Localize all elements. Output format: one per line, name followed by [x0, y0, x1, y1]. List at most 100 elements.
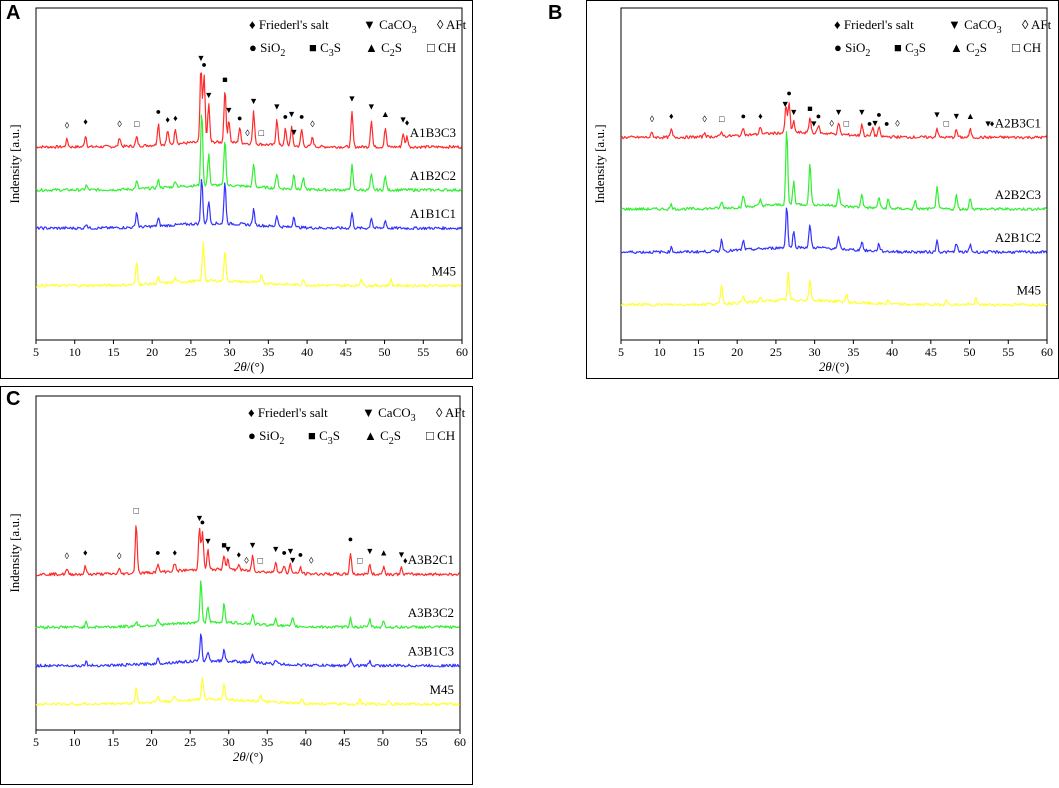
series-line-a3b1c3	[35, 633, 460, 668]
phase-marker: ▼	[984, 119, 993, 129]
series-label: A1B1C1	[410, 206, 456, 221]
panel-b: 5 10 15 20 25 30 35 40 45 50 55 60 2θ/(°) Indensity […	[586, 0, 1059, 379]
phase-marker: ▼	[399, 114, 408, 124]
legend-entry: ◊ AFt	[1022, 17, 1052, 32]
phase-marker: ●	[786, 88, 791, 98]
phase-marker: ▼	[286, 546, 295, 556]
phase-marker: ▼	[271, 544, 280, 554]
series-line-m45	[35, 677, 461, 707]
phase-marker: ▼	[834, 107, 843, 117]
series-label: A2B3C1	[995, 115, 1041, 130]
x-tick-label: 35	[847, 345, 859, 359]
series-label: A3B2C1	[408, 552, 454, 567]
phase-marker: ▼	[952, 111, 961, 121]
phase-marker: ◊	[309, 555, 314, 565]
phase-marker: ▲	[966, 111, 975, 121]
phase-marker: ◊	[117, 551, 122, 561]
phase-marker: ▼	[809, 119, 818, 129]
phase-marker: □	[133, 505, 139, 515]
phase-marker: ●	[200, 517, 205, 527]
x-tick-label: 50	[379, 345, 391, 359]
x-tick-label: 50	[964, 345, 976, 359]
phase-marker: ▼	[272, 101, 281, 111]
phase-marker: ♦	[405, 117, 410, 127]
phase-marker: ●	[237, 113, 242, 123]
phase-marker: ●	[155, 548, 160, 558]
phase-marker: ▼	[204, 90, 213, 100]
x-tick-label: 35	[261, 735, 273, 749]
x-tick-label: 15	[107, 345, 119, 359]
legend-entry: ● SiO2	[834, 40, 870, 59]
legend-entry: ▼ CaCO3	[363, 17, 417, 36]
plot-frame	[35, 395, 461, 731]
phase-marker: □	[944, 119, 950, 129]
panel-letter-a: A	[6, 2, 21, 24]
phase-marker: ♦	[403, 555, 408, 565]
phase-marker: ●	[298, 549, 303, 559]
phase-marker: ●	[282, 548, 287, 558]
y-axis-label: Indensity [a.u.]	[7, 124, 22, 203]
x-tick-label: 15	[692, 345, 704, 359]
phase-marker: ◊	[65, 120, 70, 130]
x-tick-label: 20	[146, 345, 158, 359]
phase-marker: □	[259, 128, 265, 138]
phase-marker: ♦	[165, 114, 170, 124]
legend-entry: ● SiO2	[248, 428, 284, 447]
x-tick-label: 20	[731, 345, 743, 359]
x-tick-label: 40	[301, 345, 313, 359]
legend-entry: □ CH	[426, 428, 455, 443]
phase-marker: ♦	[83, 548, 88, 558]
phase-marker: ■	[807, 103, 812, 113]
x-tick-label: 25	[185, 345, 197, 359]
x-tick-label: 10	[69, 345, 81, 359]
phase-marker: ♦	[173, 113, 178, 123]
series-label: A2B1C2	[995, 230, 1041, 245]
series-line-a2b3c1	[620, 102, 1048, 140]
legend-entry: ▼ CaCO3	[948, 17, 1002, 36]
phase-marker: ●	[299, 111, 304, 121]
phase-marker: □	[844, 119, 850, 129]
phase-marker: ●	[816, 111, 821, 121]
phase-marker: ●	[348, 534, 353, 544]
x-axis-label: 2θ/(°)	[819, 359, 849, 374]
phase-marker: ▼	[249, 96, 258, 106]
x-tick-label: 5	[33, 735, 39, 749]
series-line-m45	[620, 271, 1048, 307]
series-label: A1B3C3	[410, 125, 456, 140]
legend-entry: ◊ AFt	[437, 17, 467, 32]
panel-letter-c: C	[6, 388, 21, 410]
x-tick-label: 60	[454, 735, 466, 749]
phase-marker: ▲	[381, 109, 390, 119]
x-tick-label: 10	[654, 345, 666, 359]
series-label: M45	[431, 264, 456, 279]
legend-entry: ▲ C2S	[365, 40, 402, 59]
legend-entry: ▲ C2S	[364, 428, 401, 447]
phase-marker: ▼	[781, 99, 790, 109]
phase-marker: ●	[741, 111, 746, 121]
x-tick-label: 5	[618, 345, 624, 359]
x-tick-label: 40	[886, 345, 898, 359]
legend-entry: ♦ Friederl's salt	[834, 17, 914, 32]
phase-marker: □	[719, 114, 725, 124]
x-tick-label: 50	[377, 735, 389, 749]
phase-marker: □	[357, 555, 363, 565]
phase-marker: ▼	[789, 107, 798, 117]
x-axis-label: 2θ/(°)	[234, 359, 264, 374]
phase-marker: ▼	[857, 107, 866, 117]
panel-outer-border	[0, 386, 473, 785]
phase-marker: ◊	[650, 114, 655, 124]
phase-marker: ◊	[310, 119, 315, 129]
phase-marker: ♦	[758, 111, 763, 121]
x-tick-label: 25	[770, 345, 782, 359]
series-label: A3B1C3	[408, 644, 454, 659]
phase-marker: ▼	[248, 540, 257, 550]
phase-marker: ▼	[287, 109, 296, 119]
x-tick-label: 45	[340, 345, 352, 359]
x-tick-label: 30	[224, 345, 236, 359]
series-line-m45	[35, 241, 462, 288]
series-line-a1b1c1	[35, 179, 463, 231]
phase-marker: ▼	[348, 94, 357, 104]
phase-marker: ◊	[117, 119, 122, 129]
phase-marker: ▼	[224, 105, 233, 115]
